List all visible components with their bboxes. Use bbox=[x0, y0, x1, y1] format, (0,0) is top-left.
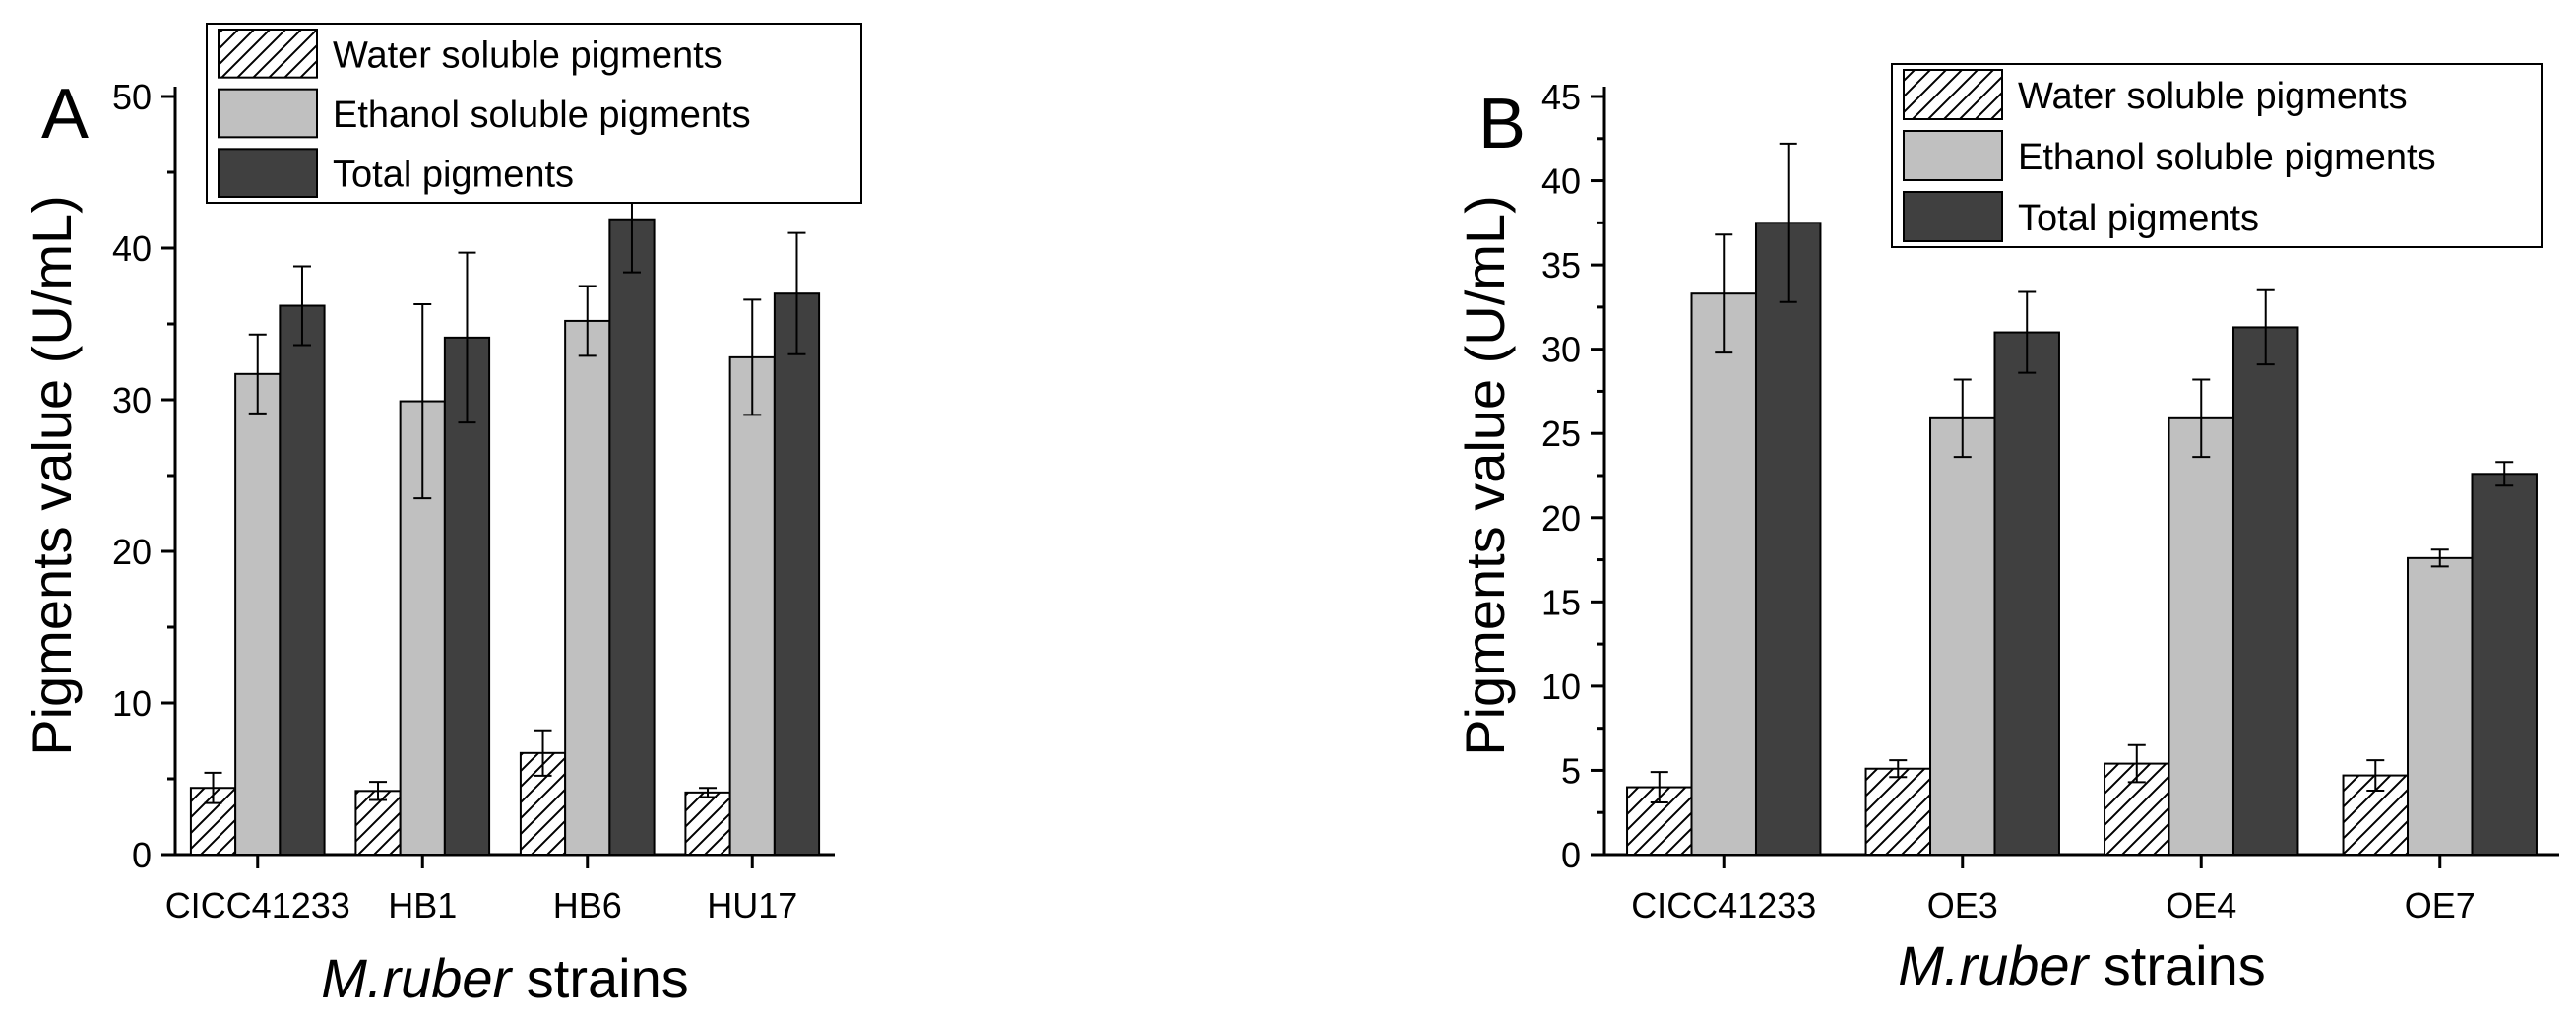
bar-light bbox=[2407, 556, 2474, 856]
x-tick-label: HB1 bbox=[388, 885, 457, 925]
x-axis-label-species: M.ruber bbox=[1898, 934, 2090, 996]
x-tick-label: CICC41233 bbox=[165, 885, 350, 925]
x-axis-label: M.ruber strains bbox=[321, 947, 688, 1009]
legend-swatch-dark bbox=[218, 148, 318, 198]
bar-dark bbox=[2231, 326, 2299, 856]
y-tick-label: 20 bbox=[1541, 498, 1581, 539]
legend-label: Ethanol soluble pigments bbox=[2018, 137, 2436, 178]
bar-dark bbox=[279, 304, 326, 856]
bar-light bbox=[2168, 416, 2234, 856]
x-tick-label: CICC41233 bbox=[1631, 885, 1816, 925]
y-tick-label: 40 bbox=[1541, 161, 1581, 202]
chart-panel-b: 0 5 10 15 20 25 30 35 40 45 CICC41233 OE3 OE4 OE7 B Pig… bbox=[1454, 63, 2559, 996]
bar-light bbox=[1690, 292, 1757, 856]
y-tick-label: 45 bbox=[1541, 77, 1581, 117]
y-axis-label: Pigments value (U/mL) bbox=[1454, 195, 1516, 756]
legend-label: Water soluble pigments bbox=[2018, 76, 2408, 117]
bar-dark bbox=[608, 218, 656, 857]
x-tick-label: HB6 bbox=[553, 885, 622, 925]
legend-label: Water soluble pigments bbox=[333, 34, 723, 76]
legend-swatch-dark bbox=[1903, 191, 2003, 242]
bar-dark bbox=[1993, 331, 2060, 856]
y-tick-label: 10 bbox=[1541, 667, 1581, 707]
y-tick-label: 35 bbox=[1541, 245, 1581, 286]
legend-swatch-hatch bbox=[1903, 69, 2003, 120]
y-tick-label: 5 bbox=[1561, 750, 1581, 791]
legend-label: Ethanol soluble pigments bbox=[333, 95, 751, 136]
x-tick-label: HU17 bbox=[707, 885, 797, 925]
bar-hatch bbox=[354, 790, 402, 857]
bar-hatch bbox=[1864, 767, 1932, 857]
x-axis-label-species: M.ruber bbox=[321, 947, 513, 1009]
y-tick-label: 30 bbox=[1541, 330, 1581, 370]
x-tick-label: OE3 bbox=[1927, 885, 1998, 925]
legend-label: Total pigments bbox=[2018, 198, 2259, 239]
panel-label: A bbox=[41, 75, 89, 154]
legend-label: Total pigments bbox=[333, 155, 574, 196]
x-axis-label: M.ruber strains bbox=[1898, 934, 2265, 996]
bar-dark bbox=[2471, 473, 2538, 856]
y-tick-label: 30 bbox=[112, 380, 152, 420]
bar-hatch bbox=[684, 791, 731, 856]
legend-swatch-hatch bbox=[218, 29, 318, 79]
bar-light bbox=[234, 372, 282, 856]
bar-light bbox=[728, 355, 776, 856]
legend-swatch-light bbox=[218, 88, 318, 139]
x-tick-label: OE7 bbox=[2405, 885, 2476, 925]
x-tick-label: OE4 bbox=[2166, 885, 2236, 925]
y-tick-label: 15 bbox=[1541, 582, 1581, 622]
bar-light bbox=[1929, 416, 1996, 856]
bar-dark bbox=[773, 292, 821, 856]
y-tick-label: 50 bbox=[112, 77, 152, 117]
y-tick-label: 10 bbox=[112, 683, 152, 724]
y-tick-label: 40 bbox=[112, 228, 152, 269]
y-tick-label: 0 bbox=[1561, 835, 1581, 875]
bar-light bbox=[564, 319, 611, 857]
x-axis-label-rest: strains bbox=[511, 947, 689, 1009]
chart-panel-a: 0 10 20 30 40 50 CICC41233 HB1 HB6 HU17 A Pigments … bbox=[21, 23, 862, 1009]
legend: Water soluble pigments Ethanol soluble pi… bbox=[206, 23, 862, 204]
legend: Water soluble pigments Ethanol soluble pi… bbox=[1891, 63, 2543, 248]
y-axis-label: Pigments value (U/mL) bbox=[21, 195, 83, 756]
y-tick-label: 25 bbox=[1541, 414, 1581, 454]
legend-swatch-light bbox=[1903, 130, 2003, 181]
y-tick-label: 20 bbox=[112, 532, 152, 572]
y-tick-label: 0 bbox=[132, 835, 152, 875]
bar-dark bbox=[1754, 222, 1822, 857]
x-axis-label-rest: strains bbox=[2088, 934, 2266, 996]
panel-label: B bbox=[1478, 85, 1526, 163]
